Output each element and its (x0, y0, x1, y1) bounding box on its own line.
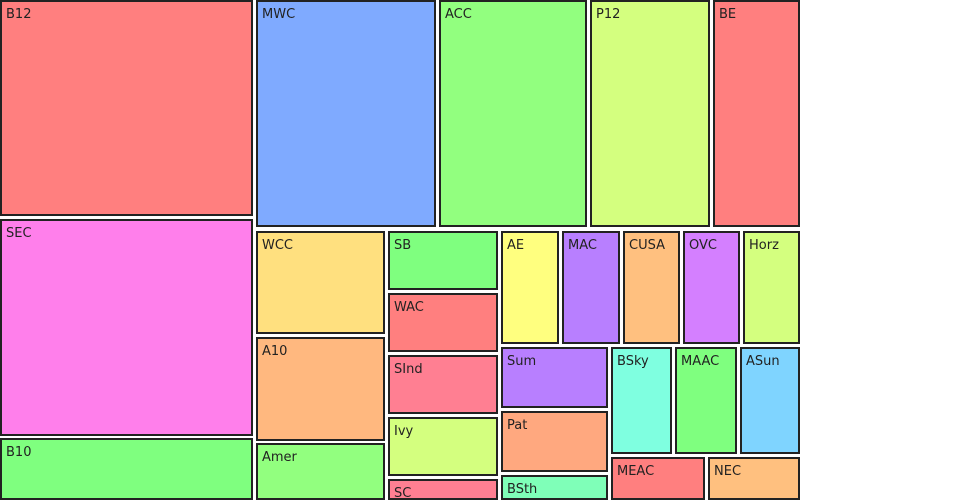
tile-label: ASun (746, 354, 780, 369)
treemap-tile-asun: ASun (740, 347, 800, 454)
tile-label: MEAC (617, 464, 655, 479)
tile-label: WAC (394, 300, 424, 315)
tile-label: Sum (507, 354, 537, 369)
tile-label: Horz (749, 238, 779, 253)
treemap-tile-sec: SEC (0, 219, 253, 436)
treemap-tile-maac: MAAC (675, 347, 737, 454)
tile-label: BSth (507, 482, 538, 497)
tile-label: BSky (617, 354, 649, 369)
tile-label: A10 (262, 344, 288, 359)
treemap-tile-wac: WAC (388, 293, 498, 352)
tile-label: B10 (6, 445, 32, 460)
tile-label: P12 (596, 7, 621, 22)
tile-label: MWC (262, 7, 296, 22)
tile-label: BE (719, 7, 737, 22)
tile-label: Amer (262, 450, 297, 465)
treemap-tile-b12: B12 (0, 0, 253, 216)
tile-label: Ivy (394, 424, 414, 439)
treemap-tile-sind: SInd (388, 355, 498, 414)
tile-label: OVC (689, 238, 717, 253)
treemap-tile-pat: Pat (501, 411, 608, 472)
tile-label: ACC (445, 7, 472, 22)
treemap-tile-nec: NEC (708, 457, 800, 500)
tile-label: SEC (6, 226, 32, 241)
tile-label: CUSA (629, 238, 665, 253)
treemap-tile-a10: A10 (256, 337, 385, 441)
tile-label: SInd (394, 362, 423, 377)
treemap-tile-bsth: BSth (501, 475, 608, 500)
treemap-tile-ivy: Ivy (388, 417, 498, 476)
treemap-tile-horz: Horz (743, 231, 800, 344)
treemap-tile-sb: SB (388, 231, 498, 290)
treemap-tile-be: BE (713, 0, 800, 227)
treemap-tile-sum: Sum (501, 347, 608, 408)
treemap-tile-mwc: MWC (256, 0, 436, 227)
treemap-tile-b10: B10 (0, 438, 253, 500)
treemap-tile-ovc: OVC (683, 231, 740, 344)
tile-label: B12 (6, 7, 32, 22)
treemap-tile-meac: MEAC (611, 457, 705, 500)
treemap-tile-sc: SC (388, 479, 498, 500)
tile-label: NEC (714, 464, 742, 479)
treemap-tile-wcc: WCC (256, 231, 385, 334)
tile-label: SC (394, 486, 412, 500)
tile-label: Pat (507, 418, 528, 433)
tile-label: AE (507, 238, 525, 253)
treemap-tile-ae: AE (501, 231, 559, 344)
tile-label: MAAC (681, 354, 720, 369)
treemap-tile-acc: ACC (439, 0, 587, 227)
tile-label: MAC (568, 238, 597, 253)
treemap-tile-amer: Amer (256, 443, 385, 500)
treemap-tile-mac: MAC (562, 231, 620, 344)
tile-label: SB (394, 238, 412, 253)
treemap-tile-cusa: CUSA (623, 231, 680, 344)
tile-label: WCC (262, 238, 294, 253)
treemap-tile-p12: P12 (590, 0, 710, 227)
treemap-tile-bsky: BSky (611, 347, 672, 454)
